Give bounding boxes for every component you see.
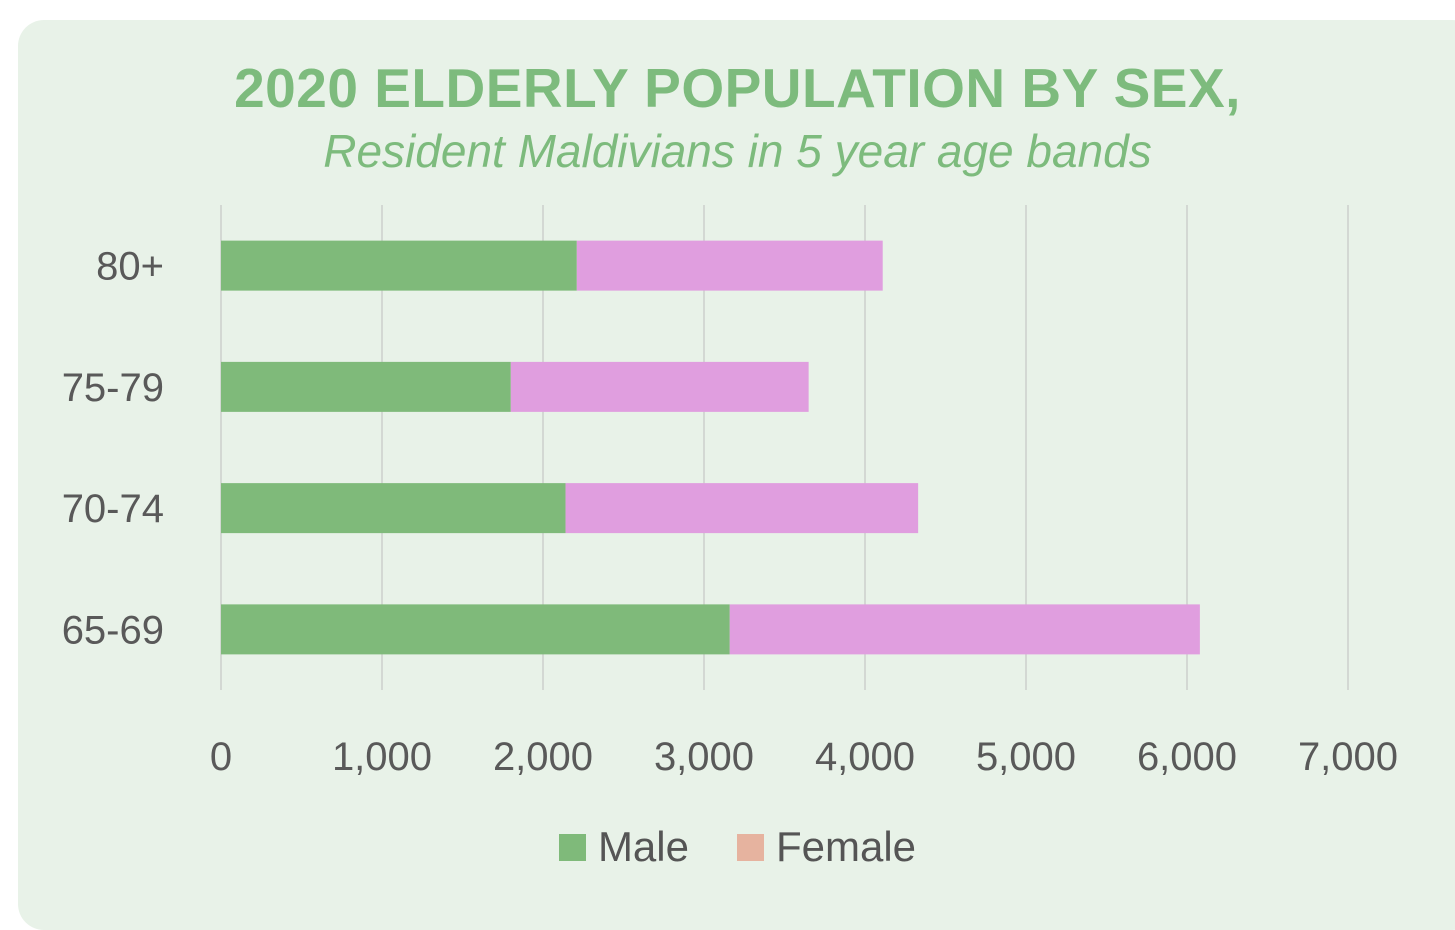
x-tick-label-2: 2,000 bbox=[493, 735, 593, 779]
x-tick-label-7: 7,000 bbox=[1298, 735, 1398, 779]
chart-card bbox=[18, 20, 1455, 930]
legend-label-male: Male bbox=[597, 823, 689, 870]
chart-title: 2020 ELDERLY POPULATION BY SEX, bbox=[234, 57, 1241, 119]
y-category-label-1: 70-74 bbox=[62, 487, 164, 531]
y-category-label-3: 80+ bbox=[96, 245, 164, 289]
chart-plot: 0 1,000 2,000 3,000 4,000 5,000 6,000 7,000 65-6… bbox=[62, 205, 1398, 779]
bar-male-70-74 bbox=[221, 483, 566, 534]
legend-swatch-male bbox=[558, 833, 586, 861]
x-tick-label-4: 4,000 bbox=[815, 735, 915, 779]
legend-item-male: Male bbox=[558, 823, 689, 871]
chart-subtitle: Resident Maldivians in 5 year age bands bbox=[323, 125, 1152, 177]
bar-male-80+ bbox=[221, 240, 577, 291]
x-tick-label-0: 0 bbox=[210, 735, 232, 779]
legend-swatch-female bbox=[736, 833, 764, 861]
legend: Male Female bbox=[0, 823, 1455, 871]
legend-item-female: Female bbox=[736, 823, 917, 871]
bar-female-65-69 bbox=[729, 604, 1200, 655]
bar-male-75-79 bbox=[221, 361, 511, 412]
x-tick-label-5: 5,000 bbox=[976, 735, 1076, 779]
legend-label-female: Female bbox=[775, 823, 917, 870]
bar-female-80+ bbox=[576, 240, 883, 291]
bar-female-70-74 bbox=[565, 483, 919, 534]
x-tick-label-3: 3,000 bbox=[654, 735, 754, 779]
y-category-label-0: 65-69 bbox=[62, 608, 164, 652]
bar-female-75-79 bbox=[510, 361, 809, 412]
bar-male-65-69 bbox=[221, 604, 730, 655]
x-tick-label-6: 6,000 bbox=[1137, 735, 1237, 779]
x-tick-label-1: 1,000 bbox=[332, 735, 432, 779]
y-category-label-2: 75-79 bbox=[62, 366, 164, 410]
